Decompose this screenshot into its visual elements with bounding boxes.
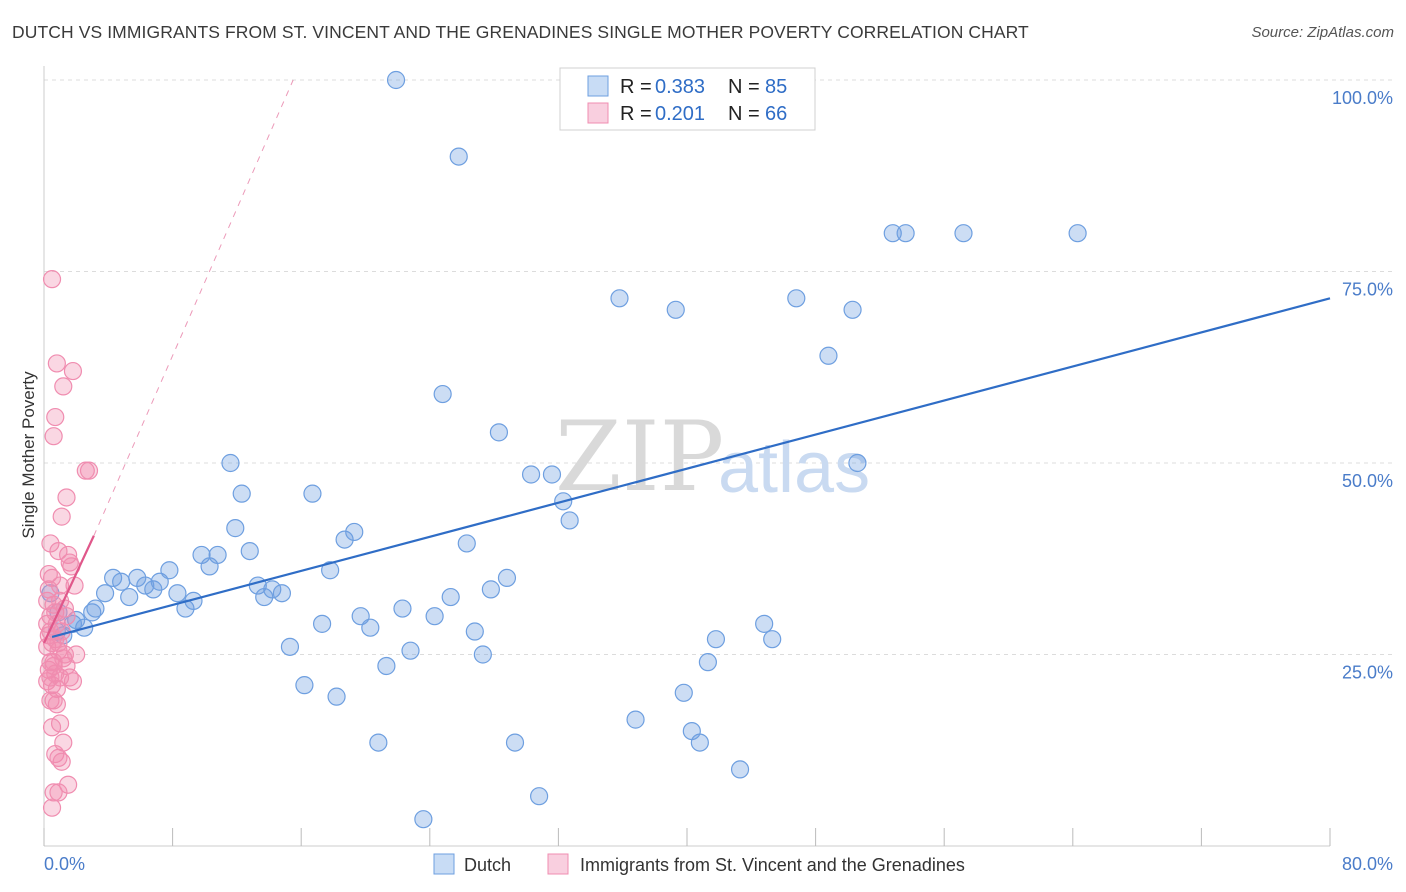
dutch-point-79 <box>896 224 915 243</box>
legend-n-value-svg: 66 <box>765 103 787 125</box>
dutch-point-74 <box>787 289 806 308</box>
dutch-point-33 <box>321 561 340 580</box>
dutch-point-77 <box>848 453 867 473</box>
bottom-legend: Dutch Immigrants from St. Vincent and th… <box>433 853 965 875</box>
watermark-zip: ZIP <box>555 401 724 513</box>
dutch-point-53 <box>497 568 517 588</box>
dutch-point-31 <box>303 484 322 503</box>
dutch-point-63 <box>610 289 629 308</box>
dutch-point-32 <box>312 614 332 633</box>
dutch-point-76 <box>843 300 862 319</box>
dutch-point-22 <box>226 519 245 538</box>
dutch-point-46 <box>441 587 460 607</box>
dutch-point-30 <box>295 676 314 695</box>
y-tick-label-2: 75.0% <box>1342 280 1393 300</box>
dutch-point-54 <box>505 733 525 752</box>
dutch-point-15 <box>168 584 187 603</box>
legend-swatch-dutch <box>587 75 609 97</box>
dutch-point-24 <box>240 541 259 561</box>
y-tick-label-3: 100.0% <box>1332 88 1393 108</box>
dutch-point-55 <box>521 465 541 484</box>
dutch-point-8 <box>112 572 131 591</box>
dutch-point-48 <box>457 534 476 553</box>
dutch-point-38 <box>361 618 380 637</box>
bottom-legend-label-dutch: Dutch <box>464 855 511 875</box>
dutch-point-69 <box>698 653 717 672</box>
dutch-point-14 <box>160 561 179 580</box>
dutch-point-43 <box>414 810 433 829</box>
x-tick-labels: 0.0% 80.0% <box>44 854 1393 874</box>
dutch-point-72 <box>755 614 774 633</box>
legend-r-label-dutch: R = <box>620 76 652 98</box>
bottom-legend-swatch-dutch <box>433 853 455 875</box>
dutch-point-70 <box>706 630 726 649</box>
trend-lines <box>43 79 1331 644</box>
legend-r-value-dutch: 0.383 <box>655 76 705 98</box>
legend-r-label-svg: R = <box>620 103 652 125</box>
bottom-legend-swatch-svg <box>547 853 569 875</box>
dutch-point-40 <box>377 656 396 676</box>
dutch-point-71 <box>730 760 750 779</box>
legend-n-label-dutch: N = <box>728 76 760 98</box>
dutch-point-9 <box>120 587 139 607</box>
dutch-point-56 <box>530 787 549 806</box>
y-tick-label-1: 50.0% <box>1342 471 1393 491</box>
x-tick-label-1: 80.0% <box>1342 854 1393 874</box>
trend-line-svg-extension <box>93 79 294 536</box>
dutch-point-57 <box>542 465 562 484</box>
dutch-point-65 <box>666 300 685 319</box>
bottom-legend-label-svg: Immigrants from St. Vincent and the Gren… <box>580 855 965 875</box>
axes <box>43 66 1331 847</box>
dutch-point-35 <box>335 530 354 549</box>
dutch-point-41 <box>393 599 412 618</box>
dutch-point-59 <box>560 511 579 530</box>
y-axis-label: Single Mother Poverty <box>19 371 38 539</box>
source-label: Source: ZipAtlas.com <box>1251 24 1394 41</box>
dutch-point-29 <box>280 637 300 656</box>
dutch-point-68 <box>690 733 709 752</box>
dutch-point-80 <box>954 224 973 243</box>
dutch-point-39 <box>369 733 388 752</box>
dutch-point-75 <box>819 346 838 365</box>
dutch-point-66 <box>674 683 693 702</box>
dutch-point-21 <box>221 453 240 473</box>
dutch-point-36 <box>345 522 364 542</box>
dutch-point-51 <box>481 580 500 599</box>
dutch-point-20 <box>208 545 227 565</box>
series-dutch <box>41 70 1087 829</box>
dutch-point-78 <box>883 224 902 243</box>
chart-title: DUTCH VS IMMIGRANTS FROM ST. VINCENT AND… <box>12 22 1029 42</box>
y-tick-labels: 25.0% 50.0% 75.0% 100.0% <box>1332 88 1393 683</box>
series-immigrants-svg <box>38 270 99 817</box>
trend-line-dutch <box>51 297 1331 638</box>
dutch-point-6 <box>95 584 115 603</box>
watermark: ZIP atlas <box>555 401 870 513</box>
x-tick-label-0: 0.0% <box>44 854 85 874</box>
y-tick-label-0: 25.0% <box>1342 663 1393 683</box>
dutch-point-27 <box>263 580 282 599</box>
legend-r-value-svg: 0.201 <box>655 103 705 125</box>
dutch-point-73 <box>763 630 782 649</box>
gridlines <box>44 79 1392 655</box>
dutch-point-44 <box>425 607 444 626</box>
dutch-point-81 <box>1068 224 1087 243</box>
dutch-point-28 <box>272 584 292 603</box>
dutch-point-50 <box>473 645 492 664</box>
legend-box: R = 0.383 N = 85 R = 0.201 N = 66 <box>559 67 816 131</box>
dutch-point-49 <box>465 622 484 641</box>
dutch-point-5 <box>86 599 105 618</box>
dutch-point-52 <box>489 423 509 442</box>
dutch-point-45 <box>433 384 452 404</box>
dutch-point-47 <box>449 147 468 166</box>
dutch-point-42 <box>401 641 420 660</box>
legend-n-value-dutch: 85 <box>765 76 787 98</box>
dutch-point-34 <box>327 687 346 706</box>
dutch-point-60 <box>386 70 406 90</box>
legend-n-label-svg: N = <box>728 103 760 125</box>
trend-line-svg <box>43 535 95 644</box>
dutch-point-23 <box>232 484 251 503</box>
legend-swatch-svg <box>587 102 609 124</box>
dutch-point-64 <box>626 710 645 729</box>
